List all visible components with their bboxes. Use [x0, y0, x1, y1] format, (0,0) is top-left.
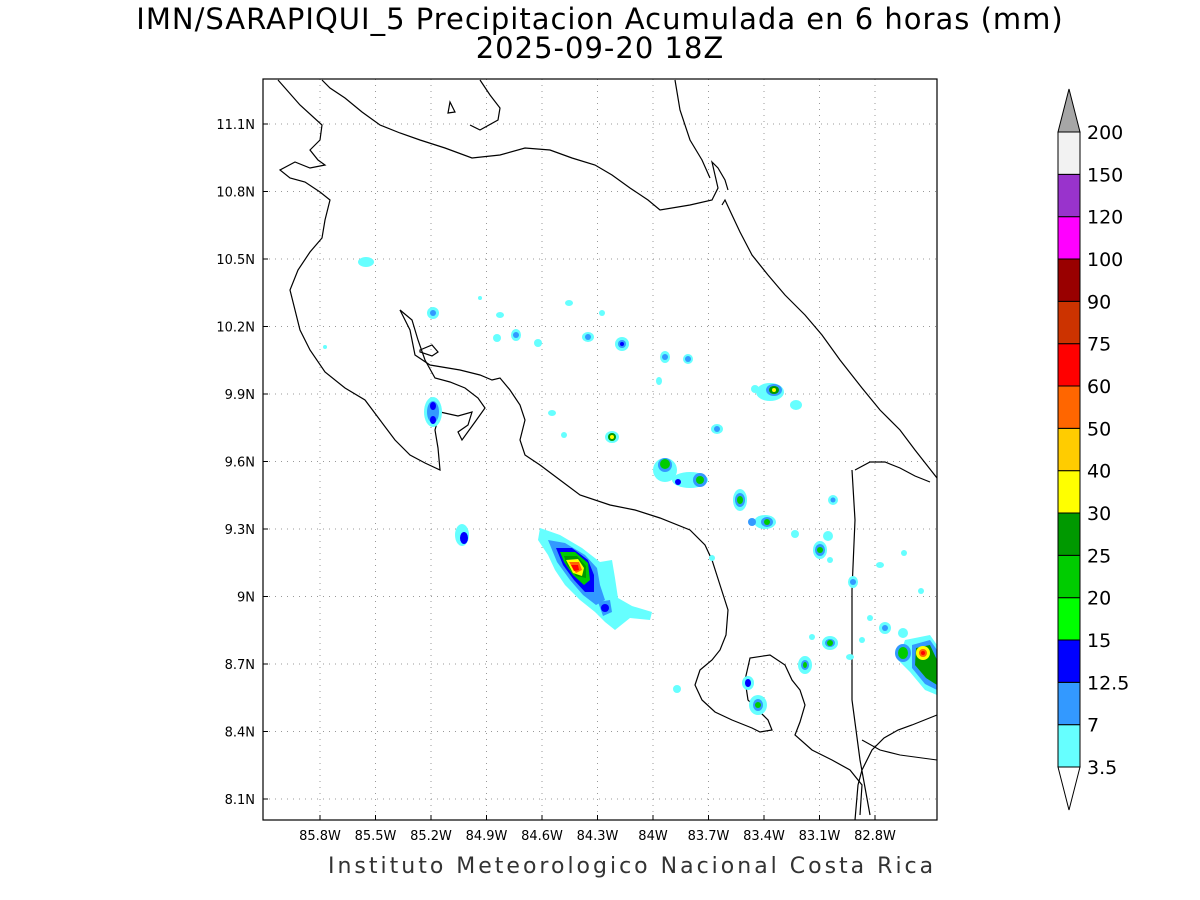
lon-tick-label: 84.9W: [466, 829, 508, 844]
colorbar-swatch: [1057, 131, 1081, 175]
colorbar-level-label: 40: [1087, 461, 1111, 483]
colorbar-swatch: [1057, 385, 1081, 429]
colorbar-swatch: [1057, 597, 1081, 641]
colorbar-level-label: 75: [1087, 334, 1111, 356]
colorbar-swatch: [1057, 300, 1081, 345]
colorbar-level-label: 30: [1087, 503, 1111, 525]
axis-tick-labels: 85.8W 85.5W 85.2W 84.9W 84.6W 84.3W 84W 83.7W 83…: [216, 118, 896, 844]
colorbar-level-label: 120: [1087, 207, 1123, 229]
colorbar-level-label: 15: [1087, 630, 1111, 652]
colorbar-swatch: [1057, 639, 1081, 683]
map-title: IMN/SARAPIQUI_5 Precipitacion Acumulada …: [136, 2, 1064, 36]
colorbar-level-label: 3.5: [1087, 757, 1117, 779]
footer-credit: Instituto Meteorologico Nacional Costa R…: [328, 854, 937, 879]
lat-tick-label: 8.4N: [225, 726, 255, 741]
lat-tick-label: 10.2N: [216, 321, 255, 336]
colorbar-swatch: [1057, 427, 1081, 472]
map-subtitle-datetime: 2025-09-20 18Z: [475, 31, 725, 65]
colorbar-low-triangle: [1057, 766, 1081, 811]
lat-tick-label: 10.8N: [216, 186, 255, 201]
lat-tick-label: 9N: [237, 591, 255, 606]
lon-tick-label: 84.3W: [577, 829, 619, 844]
colorbar-swatch: [1057, 724, 1081, 768]
colorbar-swatch: [1057, 512, 1081, 556]
colorbar-level-label: 100: [1087, 249, 1123, 271]
lon-tick-label: 85.8W: [299, 829, 341, 844]
colorbar-legend: 3.5 7 12.5 15 20 25 30 40 50 60 75 90 100 120 150 200: [1057, 88, 1129, 811]
colorbar-swatch: [1057, 554, 1081, 599]
colorbar-swatch: [1057, 470, 1081, 514]
lon-tick-label: 82.8W: [854, 829, 896, 844]
lon-tick-label: 84W: [638, 829, 668, 844]
map-plot: 85.8W 85.5W 85.2W 84.9W 84.6W 84.3W 84W 83.7W 83…: [216, 78, 938, 844]
lat-tick-label: 9.9N: [225, 388, 255, 403]
colorbar-high-triangle: [1057, 88, 1081, 133]
lon-tick-label: 84.6W: [521, 829, 563, 844]
lon-tick-label: 83.1W: [799, 829, 841, 844]
colorbar-level-label: 90: [1087, 291, 1111, 313]
lat-tick-label: 10.5N: [216, 253, 255, 268]
colorbar-level-label: 150: [1087, 164, 1123, 186]
colorbar-swatch: [1057, 681, 1081, 726]
colorbar-level-label: 50: [1087, 418, 1111, 440]
lat-tick-label: 8.1N: [225, 793, 255, 808]
lon-tick-label: 85.2W: [410, 829, 452, 844]
coastline: [277, 79, 938, 821]
colorbar-level-label: 7: [1087, 715, 1099, 737]
lat-tick-label: 11.1N: [216, 118, 255, 133]
colorbar-level-label: 25: [1087, 545, 1111, 567]
lat-tick-label: 8.7N: [225, 658, 255, 673]
colorbar-level-label: 12.5: [1087, 672, 1129, 694]
lat-tick-label: 9.3N: [225, 523, 255, 538]
precipitation-cells: [323, 257, 937, 715]
lon-tick-label: 83.7W: [688, 829, 730, 844]
colorbar-swatch: [1057, 343, 1081, 387]
lat-tick-label: 9.6N: [225, 456, 255, 471]
lon-tick-label: 83.4W: [743, 829, 785, 844]
colorbar-swatch: [1057, 173, 1081, 218]
lon-tick-label: 85.5W: [355, 829, 397, 844]
colorbar-level-label: 20: [1087, 588, 1111, 610]
colorbar-level-label: 60: [1087, 376, 1111, 398]
colorbar-level-label: 200: [1087, 122, 1123, 144]
colorbar-swatch: [1057, 216, 1081, 260]
colorbar-swatch: [1057, 258, 1081, 302]
